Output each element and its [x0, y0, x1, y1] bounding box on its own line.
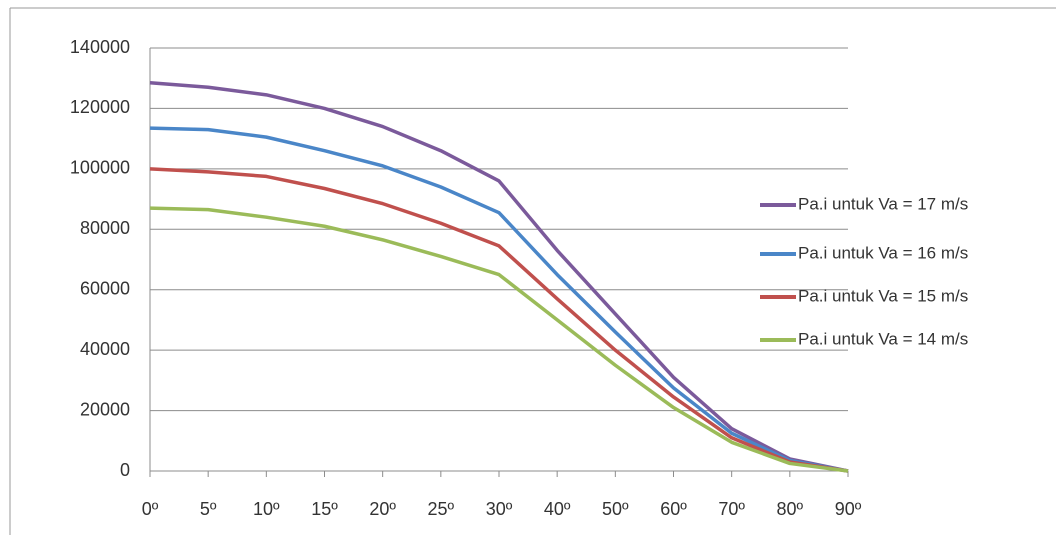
x-tick-label: 80º	[777, 499, 804, 519]
x-tick-label: 10º	[253, 499, 280, 519]
legend-label: Pa.i untuk Va = 14 m/s	[798, 329, 968, 348]
y-tick-label: 100000	[70, 158, 130, 178]
chart: 0 20000 40000 60000 80000 100000 120000 140000 0…	[0, 0, 1056, 535]
x-tick-label: 40º	[544, 499, 571, 519]
y-tick-label: 120000	[70, 97, 130, 117]
x-tick-label: 0º	[142, 499, 159, 519]
x-tick-label: 50º	[602, 499, 629, 519]
x-tick-label: 15º	[311, 499, 338, 519]
y-tick-label: 60000	[80, 278, 130, 298]
y-tick-label: 80000	[80, 218, 130, 238]
y-tick-label: 40000	[80, 339, 130, 359]
series-line	[150, 83, 848, 471]
x-tick-label: 25º	[428, 499, 455, 519]
x-tick-label: 5º	[200, 499, 217, 519]
x-tick-label: 70º	[718, 499, 745, 519]
y-tick-label: 0	[120, 460, 130, 480]
x-tick-label: 20º	[369, 499, 396, 519]
y-tick-label: 20000	[80, 399, 130, 419]
x-tick-label: 60º	[660, 499, 687, 519]
y-tick-label: 140000	[70, 37, 130, 57]
legend-label: Pa.i untuk Va = 15 m/s	[798, 286, 968, 305]
x-tick-label: 90º	[835, 499, 862, 519]
legend-label: Pa.i untuk Va = 17 m/s	[798, 194, 968, 213]
x-tick-label: 30º	[486, 499, 513, 519]
legend-label: Pa.i untuk Va = 16 m/s	[798, 243, 968, 262]
